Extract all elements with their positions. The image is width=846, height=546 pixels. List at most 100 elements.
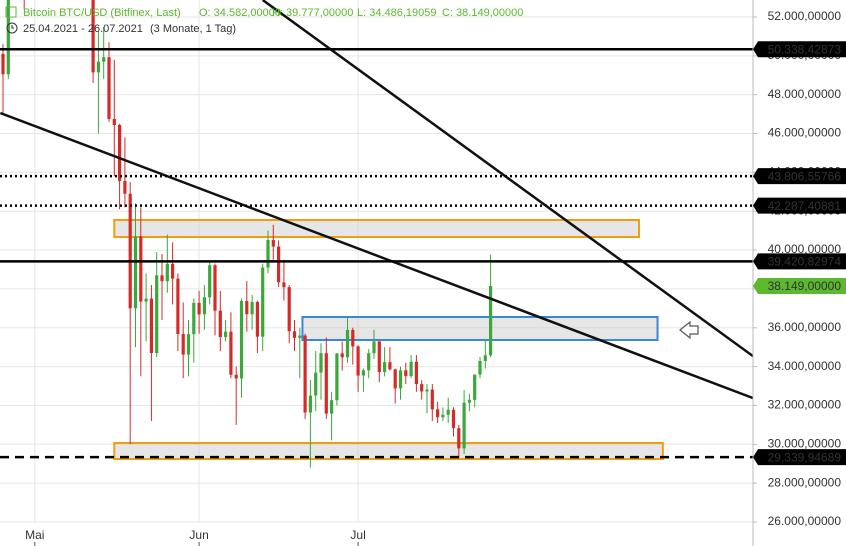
candle-body — [107, 57, 111, 119]
candle-body — [377, 341, 381, 373]
price-tag — [753, 197, 846, 214]
plot-area — [0, 0, 753, 468]
candle-body — [96, 61, 100, 73]
price-tag — [753, 41, 846, 58]
candle-body — [314, 372, 318, 396]
candle-body — [250, 301, 254, 315]
price-tag-label: 39.420,82974 — [768, 254, 842, 268]
candle-body — [478, 360, 482, 375]
candle-body — [340, 353, 344, 358]
y-tick-label: 48.000,00000 — [768, 87, 842, 101]
candle-body — [266, 239, 270, 268]
candle-body — [186, 334, 191, 355]
candle-body — [171, 263, 175, 279]
y-tick-label: 26.000,00000 — [768, 514, 842, 528]
grid — [0, 0, 753, 523]
candle-body — [197, 302, 201, 315]
candle-body — [234, 374, 238, 379]
candle-body — [457, 428, 461, 449]
clock-icon — [6, 22, 18, 34]
candle-body — [467, 399, 471, 403]
candle-body — [451, 409, 456, 429]
candle-body — [414, 361, 418, 385]
candle-body — [213, 265, 217, 311]
candle-body — [393, 369, 397, 389]
price-tag-label: 38.149,00000 — [768, 279, 842, 293]
y-tick-label: 28.000,00000 — [768, 475, 842, 489]
zone — [301, 316, 659, 341]
candle-body — [1, 53, 5, 75]
y-tick-label: 40.000,00000 — [768, 242, 842, 256]
candle-body — [224, 331, 228, 338]
candle-body — [261, 267, 265, 337]
candle-body — [308, 395, 312, 413]
ohlc-label: C: 38.149,00000 — [442, 7, 523, 19]
candle-body — [282, 282, 286, 288]
ohlc-label: L: 34.486,19059 — [357, 7, 437, 19]
ohlc-label: H: 39.777,00000 — [272, 7, 353, 19]
candle-body — [388, 362, 392, 370]
price-tag-label: 42.287,40881 — [768, 199, 842, 213]
candle-body — [330, 400, 334, 414]
candle-body — [144, 298, 148, 302]
candle-body — [303, 335, 307, 413]
price-tag — [753, 168, 846, 185]
candle-body — [118, 124, 122, 181]
candle-body — [128, 193, 132, 309]
candle-body — [335, 353, 339, 401]
trendline — [0, 111, 753, 400]
candle-body — [239, 300, 244, 379]
candle-body — [271, 239, 275, 247]
candle-body — [351, 329, 355, 347]
candle-body — [292, 331, 297, 338]
instrument-icon — [5, 6, 17, 18]
candle-body — [139, 236, 143, 302]
price-tag-label: 29.339,94689 — [768, 450, 842, 464]
clock-hands — [11, 25, 14, 29]
candle-body — [277, 246, 281, 283]
x-tick-label: Jun — [189, 528, 208, 542]
candle-body — [181, 333, 185, 355]
candle-body — [192, 302, 196, 335]
price-tag — [753, 278, 846, 295]
candle-body — [372, 341, 376, 354]
axis-labels: 26.000,00000 28.000,00000 30.000,00000 32.0… — [25, 9, 846, 546]
candle-body — [133, 236, 138, 309]
candle-body — [287, 287, 291, 332]
candle-body — [208, 265, 212, 298]
candle-body — [245, 300, 249, 315]
candle-body — [229, 331, 233, 375]
candle-body — [483, 355, 487, 361]
candle-body — [112, 118, 116, 125]
candle-body — [91, 0, 95, 73]
trendline — [261, 0, 753, 358]
candle-body — [361, 370, 365, 376]
candle-body — [298, 335, 302, 338]
y-tick-label: 32.000,00000 — [768, 398, 842, 412]
candle-body — [218, 310, 222, 338]
candle-body — [436, 409, 440, 418]
price-tag-label: 50.338,42873 — [768, 42, 842, 56]
y-tick-label: 36.000,00000 — [768, 320, 842, 334]
candle-body — [6, 0, 10, 75]
x-tick-label: Jul — [350, 528, 365, 542]
candle-body — [319, 353, 323, 373]
price-tag-label: 43.806,55766 — [768, 169, 842, 183]
candle-body — [398, 370, 403, 389]
candle-body — [155, 275, 159, 354]
y-tick-label: 34.000,00000 — [768, 359, 842, 373]
candle-body — [420, 384, 424, 392]
candle-body — [462, 402, 466, 449]
pointer-arrow-icon — [679, 320, 699, 340]
ohlc-label: O: 34.582,00000 — [199, 7, 281, 19]
candle-body — [383, 362, 387, 373]
title: Bitcoin BTC/USD (Bitfinex, Last) — [23, 7, 181, 19]
candle-body — [356, 346, 360, 376]
zone — [113, 218, 641, 238]
y-tick-label: 46.000,00000 — [768, 126, 842, 140]
candle-body — [149, 298, 153, 354]
y-tick-label: 30.000,00000 — [768, 436, 842, 450]
candle-body — [409, 361, 413, 377]
candle-body — [102, 57, 106, 62]
